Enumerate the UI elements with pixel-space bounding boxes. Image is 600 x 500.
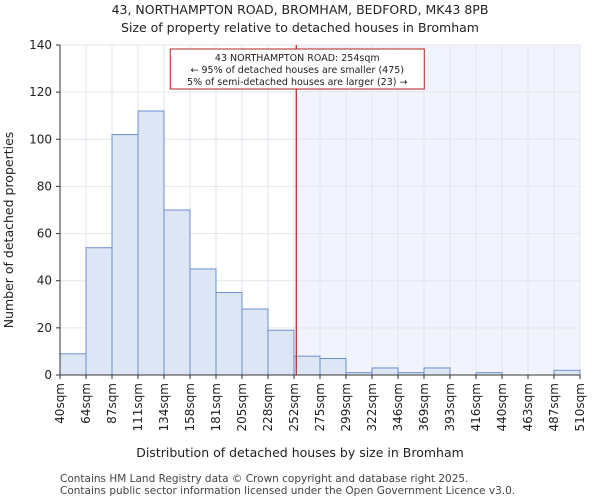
y-tick-label: 140 <box>29 38 52 52</box>
histogram-bar <box>293 355 321 376</box>
y-tick-label: 80 <box>37 179 52 193</box>
annotation-line-1: 43 NORTHAMPTON ROAD: 254sqm <box>215 53 380 64</box>
x-tick-label: 440sqm <box>495 383 509 431</box>
histogram-bar <box>137 110 165 376</box>
x-tick-label: 510sqm <box>573 383 587 431</box>
x-tick-label: 416sqm <box>469 383 483 431</box>
x-tick-label: 252sqm <box>287 383 301 431</box>
x-tick-label: 393sqm <box>443 383 457 431</box>
x-tick-label: 369sqm <box>417 383 431 431</box>
x-tick-label: 181sqm <box>209 383 223 431</box>
x-tick-label: 158sqm <box>183 383 197 431</box>
x-axis-title: Distribution of detached houses by size … <box>136 445 464 460</box>
histogram-bar <box>189 268 217 376</box>
x-tick-label: 228sqm <box>261 383 275 431</box>
y-axis-title: Number of detached properties <box>1 132 16 329</box>
x-tick-label: 275sqm <box>313 383 327 431</box>
histogram-bar <box>241 308 269 376</box>
larger-region-shade <box>296 45 580 375</box>
x-tick-label: 111sqm <box>131 383 145 431</box>
annotation-line-2: ← 95% of detached houses are smaller (47… <box>191 65 404 76</box>
x-tick-label: 322sqm <box>365 383 379 431</box>
histogram-bar <box>267 329 295 376</box>
y-tick-label: 20 <box>37 321 52 335</box>
x-tick-label: 64sqm <box>79 383 93 424</box>
histogram-bar <box>111 134 139 376</box>
footer-line-2: Contains public sector information licen… <box>60 485 515 497</box>
y-tick-label: 120 <box>29 85 52 99</box>
annotation-box <box>169 48 425 90</box>
histogram-bar <box>163 209 191 376</box>
x-tick-label: 205sqm <box>235 383 249 431</box>
histogram-bar <box>423 367 451 376</box>
y-tick-label: 40 <box>37 274 52 288</box>
x-tick-label: 487sqm <box>547 383 561 431</box>
histogram-bar <box>371 367 399 376</box>
x-tick-label: 463sqm <box>521 383 535 431</box>
annotation-line-3: 5% of semi-detached houses are larger (2… <box>187 77 407 88</box>
y-tick-label: 60 <box>37 227 52 241</box>
chart-title-line-1: 43, NORTHAMPTON ROAD, BROMHAM, BEDFORD, … <box>112 2 489 17</box>
histogram-bar <box>319 358 347 376</box>
y-tick-label: 0 <box>44 368 52 382</box>
histogram-bar <box>59 353 87 376</box>
histogram-bar <box>85 247 113 376</box>
footer-line-1: Contains HM Land Registry data © Crown c… <box>60 473 468 485</box>
chart-title-line-2: Size of property relative to detached ho… <box>121 20 479 35</box>
y-tick-label: 100 <box>29 132 52 146</box>
x-tick-label: 134sqm <box>157 383 171 431</box>
x-tick-label: 87sqm <box>105 383 119 424</box>
x-tick-label: 299sqm <box>339 383 353 431</box>
x-tick-label: 40sqm <box>53 383 67 424</box>
histogram-bar <box>215 292 243 376</box>
x-tick-label: 346sqm <box>391 383 405 431</box>
histogram-bar <box>553 369 581 376</box>
